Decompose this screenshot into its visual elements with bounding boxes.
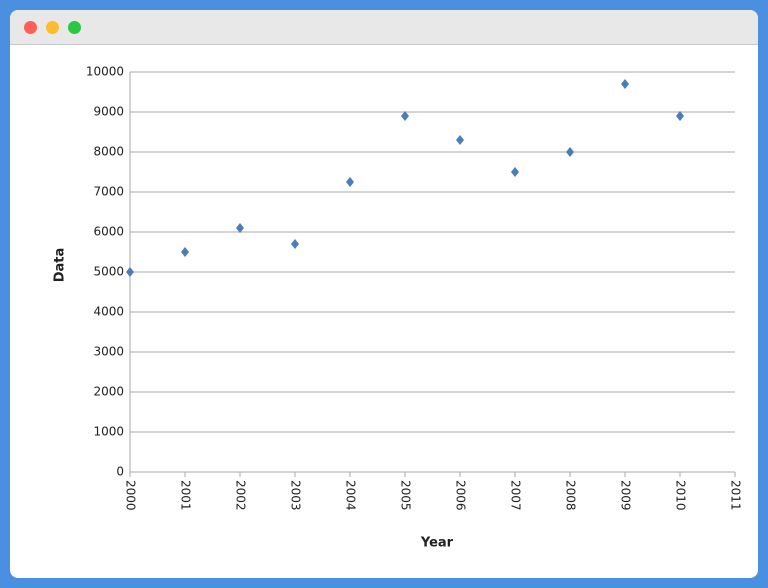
x-tick-label: 2001 bbox=[179, 480, 193, 511]
point bbox=[676, 111, 684, 121]
maximize-button[interactable] bbox=[68, 21, 81, 34]
point bbox=[511, 167, 519, 177]
y-tick-label: 2000 bbox=[93, 385, 124, 399]
y-tick-label: 8000 bbox=[93, 145, 124, 159]
y-axis-title: Data bbox=[53, 248, 68, 283]
x-tick-label: 2003 bbox=[289, 480, 303, 511]
y-tick-label: 1000 bbox=[93, 425, 124, 439]
point bbox=[621, 79, 629, 89]
y-tick-label: 6000 bbox=[93, 225, 124, 239]
minimize-button[interactable] bbox=[46, 21, 59, 34]
point bbox=[401, 111, 409, 121]
point bbox=[291, 239, 299, 249]
x-tick-label: 2006 bbox=[454, 480, 468, 511]
x-tick-label: 2011 bbox=[729, 480, 743, 511]
point bbox=[456, 135, 464, 145]
y-tick-label: 4000 bbox=[93, 305, 124, 319]
x-tick-label: 2000 bbox=[124, 480, 138, 511]
point bbox=[126, 267, 134, 277]
y-tick-label: 9000 bbox=[93, 105, 124, 119]
x-tick-label: 2004 bbox=[344, 480, 358, 511]
x-tick-label: 2009 bbox=[619, 480, 633, 511]
title-bar bbox=[10, 10, 758, 45]
x-tick-label: 2007 bbox=[509, 480, 523, 511]
y-tick-label: 10000 bbox=[86, 65, 124, 79]
x-tick-label: 2002 bbox=[234, 480, 248, 511]
y-tick-label: 3000 bbox=[93, 345, 124, 359]
point bbox=[181, 247, 189, 257]
x-tick-label: 2005 bbox=[399, 480, 413, 511]
y-tick-label: 7000 bbox=[93, 185, 124, 199]
point bbox=[236, 223, 244, 233]
window bbox=[10, 10, 758, 578]
x-tick-label: 2008 bbox=[564, 480, 578, 511]
point bbox=[346, 177, 354, 187]
y-tick-label: 0 bbox=[116, 465, 124, 479]
y-tick-label: 5000 bbox=[93, 265, 124, 279]
x-axis-title: Year bbox=[420, 536, 454, 551]
x-tick-label: 2010 bbox=[674, 480, 688, 511]
close-button[interactable] bbox=[24, 21, 37, 34]
point bbox=[566, 147, 574, 157]
